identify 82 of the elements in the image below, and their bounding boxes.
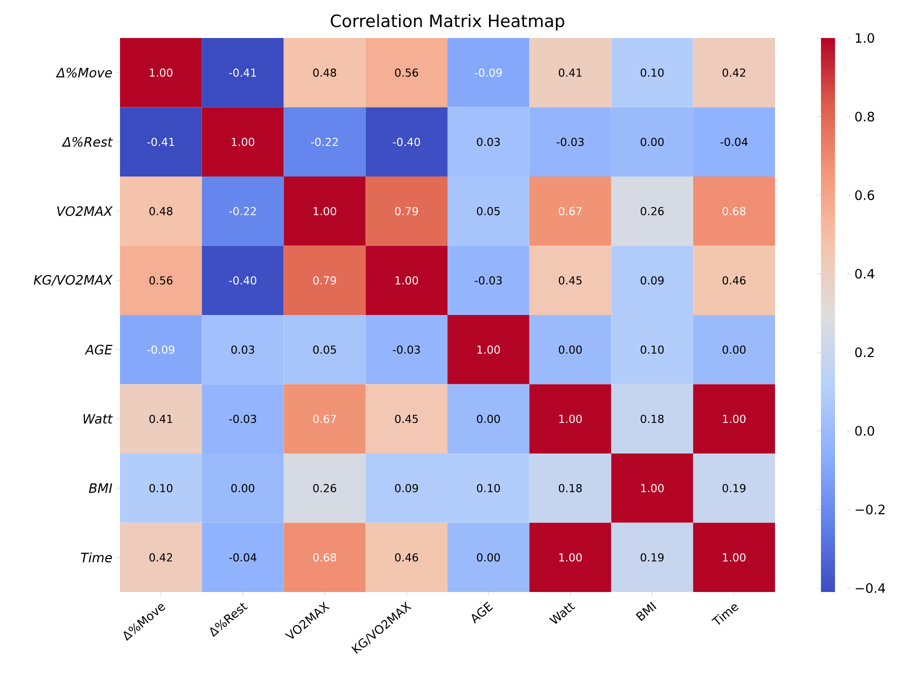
color-bar-label: 0.2 xyxy=(855,347,874,358)
color-bar-label: −0.4 xyxy=(856,583,886,593)
data-label: 0.42 xyxy=(149,553,172,562)
data-label: -0.03 xyxy=(229,414,256,424)
data-label: 0.26 xyxy=(640,207,664,216)
data-label: -0.03 xyxy=(556,138,584,146)
data-label: 0.00 xyxy=(476,553,500,562)
data-label: 0.41 xyxy=(558,68,582,77)
y-tick-label: Time xyxy=(80,552,112,562)
data-label: -0.41 xyxy=(229,68,256,77)
data-label: -0.22 xyxy=(229,207,256,216)
data-label: 0.48 xyxy=(313,68,336,77)
data-label: -0.22 xyxy=(311,138,338,146)
data-label: 0.09 xyxy=(395,484,418,492)
data-label: 0.09 xyxy=(640,276,664,285)
color-bar-label: 0.0 xyxy=(855,426,874,436)
data-label: -0.03 xyxy=(474,276,502,285)
data-label: 1.00 xyxy=(396,276,418,285)
data-label: 0.68 xyxy=(313,553,336,562)
data-label: 0.46 xyxy=(722,276,746,285)
data-label: 0.56 xyxy=(395,68,418,77)
data-label: -0.04 xyxy=(229,553,256,562)
data-label: 1.00 xyxy=(477,345,500,354)
data-label: -0.40 xyxy=(392,138,420,146)
chart-title: Correlation Matrix Heatmap xyxy=(330,14,564,31)
data-label: 0.00 xyxy=(476,414,500,424)
data-label: 0.42 xyxy=(722,68,746,77)
data-label: 0.10 xyxy=(640,345,664,354)
data-label: 1.00 xyxy=(150,68,172,77)
y-tick-label: Δ%Rest xyxy=(62,136,113,147)
data-label: 1.00 xyxy=(723,553,746,562)
data-label: 0.05 xyxy=(476,207,500,216)
data-label: 0.03 xyxy=(476,138,500,146)
data-label: 0.00 xyxy=(231,484,254,492)
data-label: -0.09 xyxy=(147,345,174,354)
data-label: 0.46 xyxy=(395,553,418,562)
data-label: 0.79 xyxy=(395,207,418,216)
y-tick-label: Δ%Move xyxy=(56,68,112,78)
data-label: 1.00 xyxy=(723,414,746,424)
data-label: 0.00 xyxy=(722,345,746,354)
data-label: 0.41 xyxy=(149,414,172,424)
data-label: 1.00 xyxy=(559,553,582,562)
data-label: 0.45 xyxy=(395,414,418,424)
data-label: 0.18 xyxy=(558,484,582,492)
data-label: 0.00 xyxy=(640,138,664,146)
data-label: -0.40 xyxy=(229,276,256,285)
data-label: 0.03 xyxy=(231,345,254,354)
data-label: 0.56 xyxy=(149,276,172,285)
data-label: 0.79 xyxy=(313,276,336,285)
data-label: 0.48 xyxy=(149,207,172,216)
y-tick-label: VO2MAX xyxy=(57,206,113,216)
data-label: 0.67 xyxy=(558,207,582,216)
data-label: 0.10 xyxy=(149,484,172,492)
color-bar-label: 0.8 xyxy=(855,112,874,122)
data-label: 0.00 xyxy=(558,345,582,354)
color-bar-label: 1.0 xyxy=(856,33,874,43)
data-label: 0.26 xyxy=(313,484,336,492)
data-label: 0.19 xyxy=(640,553,664,562)
data-label: 0.45 xyxy=(558,276,582,285)
data-label: -0.09 xyxy=(474,68,502,77)
data-label: 0.10 xyxy=(640,68,664,77)
data-label: 0.19 xyxy=(722,484,746,492)
data-label: 1.00 xyxy=(314,207,336,216)
data-label: -0.03 xyxy=(392,345,420,354)
data-label: 0.10 xyxy=(476,484,500,492)
data-label: 0.68 xyxy=(722,207,746,216)
color-bar-label: −0.2 xyxy=(856,504,885,514)
data-label: 1.00 xyxy=(232,138,254,146)
y-tick-label: AGE xyxy=(84,344,112,355)
x-tick-label: BMI xyxy=(636,602,656,622)
data-label: 1.00 xyxy=(641,484,664,492)
data-label: -0.04 xyxy=(720,138,748,146)
data-label: 0.67 xyxy=(313,414,336,424)
color-bar-label: 0.4 xyxy=(855,268,874,279)
y-tick-label: Watt xyxy=(84,414,113,424)
data-label: 0.05 xyxy=(313,345,336,354)
data-label: 1.00 xyxy=(559,414,582,424)
color-bar-label: 0.6 xyxy=(855,190,874,200)
data-label: -0.41 xyxy=(147,138,174,146)
y-tick-label: KG/VO2MAX xyxy=(34,274,113,286)
data-label: 0.18 xyxy=(640,414,664,424)
y-tick-label: BMI xyxy=(88,483,112,493)
